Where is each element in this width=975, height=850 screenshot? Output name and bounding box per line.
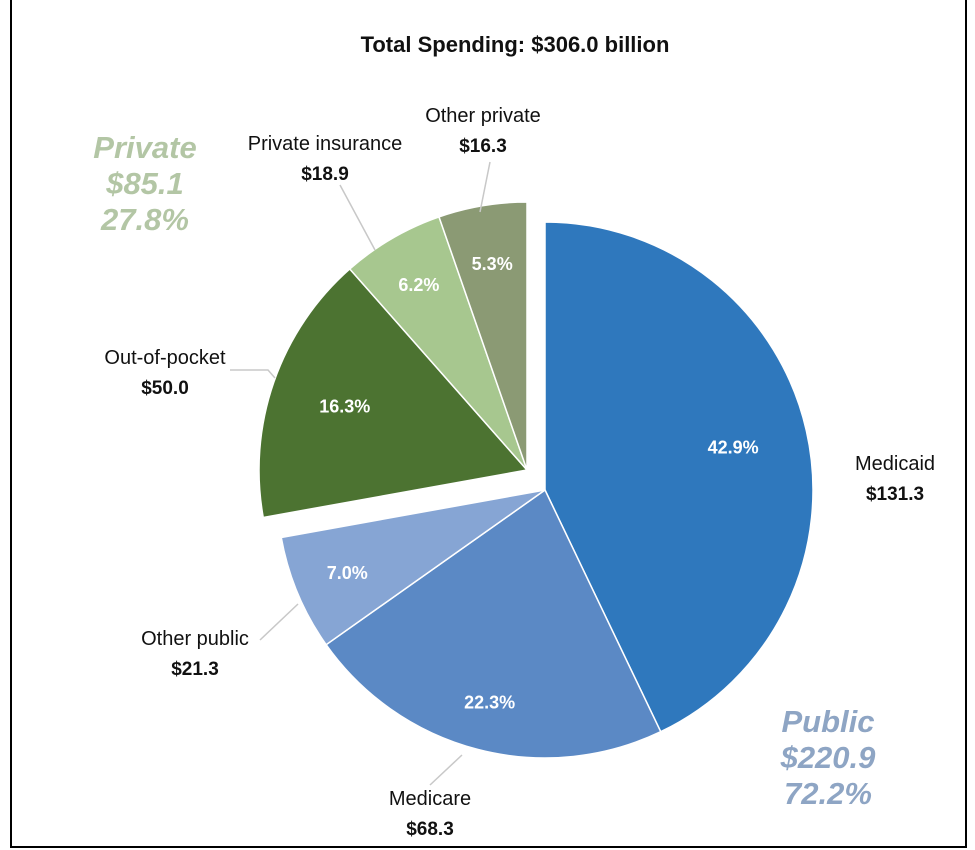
leader-line-out-of-pocket (230, 369, 276, 379)
value-label-medicare: $68.3 (406, 819, 454, 840)
chart-frame (10, 0, 967, 848)
value-label-other-private: $16.3 (459, 136, 507, 157)
slice-out-of-pocket (258, 267, 529, 519)
slice-medicaid (544, 221, 814, 733)
leader-line-medicare (429, 754, 463, 786)
slice-other-public (280, 489, 546, 646)
category-label-other-public: Other public (141, 628, 249, 650)
group-public-amount: $220.9 (780, 740, 877, 775)
category-label-medicare: Medicare (389, 788, 471, 810)
value-label-out-of-pocket: $50.0 (141, 378, 189, 399)
leader-line-other-private (479, 161, 491, 213)
percent-label-medicare: 22.3% (464, 693, 515, 713)
percent-label-other-private: 5.3% (472, 254, 513, 274)
group-public-name: Public (781, 704, 874, 739)
category-label-out-of-pocket: Out-of-pocket (104, 347, 226, 369)
group-private-amount: $85.1 (105, 166, 184, 201)
value-label-private-insurance: $18.9 (301, 164, 349, 185)
category-label-private-insurance: Private insurance (248, 133, 403, 155)
leader-line-private-insurance (339, 184, 376, 251)
group-public-percent: 72.2% (784, 776, 872, 811)
slice-medicare (325, 488, 662, 759)
percent-label-out-of-pocket: 16.3% (319, 397, 370, 417)
group-private-percent: 27.8% (100, 202, 189, 237)
slice-other-private (438, 201, 528, 471)
leader-line-other-public (259, 603, 299, 641)
category-label-other-private: Other private (425, 105, 541, 127)
percent-label-private-insurance: 6.2% (398, 275, 439, 295)
value-label-other-public: $21.3 (171, 659, 219, 680)
group-private-name: Private (93, 130, 196, 165)
percent-label-medicaid: 42.9% (708, 437, 759, 457)
value-label-medicaid: $131.3 (866, 484, 924, 505)
category-label-medicaid: Medicaid (855, 453, 935, 475)
chart-title: Total Spending: $306.0 billion (361, 32, 670, 57)
percent-label-other-public: 7.0% (327, 563, 368, 583)
